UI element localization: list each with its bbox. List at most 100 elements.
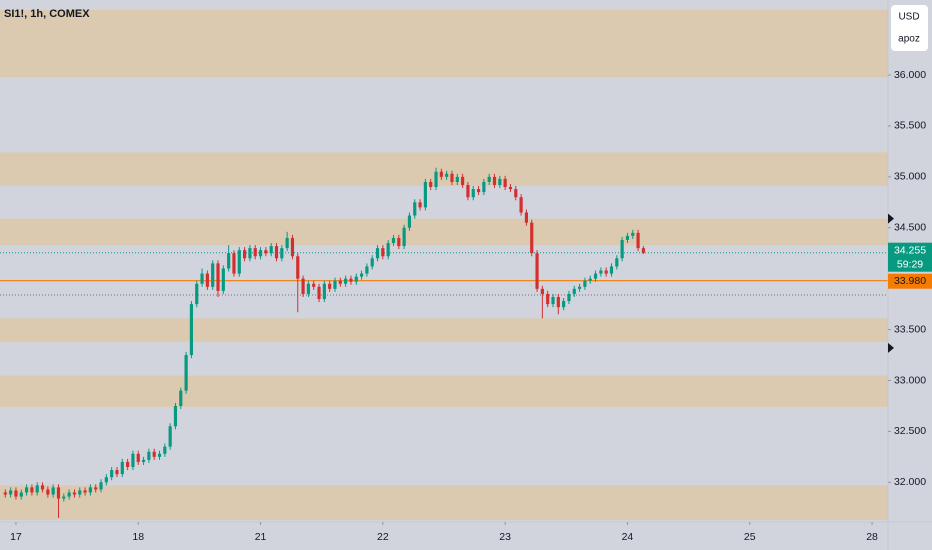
price-marker <box>888 213 894 224</box>
candle-body <box>519 197 523 213</box>
candle-body <box>152 451 156 457</box>
candle-body <box>359 273 364 277</box>
candle-body <box>189 304 194 356</box>
candle-body <box>30 487 34 493</box>
x-tick-label: 22 <box>377 531 389 543</box>
candle-body <box>126 461 130 468</box>
y-tick-label: 34.500 <box>894 222 926 234</box>
currency-box[interactable] <box>891 5 928 51</box>
candle-body <box>333 280 337 289</box>
x-tick-label: 28 <box>866 531 878 543</box>
candle-body <box>200 273 204 284</box>
candle-body <box>243 250 247 259</box>
candle-body <box>540 288 544 294</box>
candle-body <box>290 237 295 257</box>
candle-body <box>418 202 422 208</box>
candle-body <box>179 390 183 406</box>
candle-body <box>338 280 342 284</box>
candle-body <box>99 482 103 490</box>
candle-body <box>40 485 45 490</box>
candle-body <box>429 181 433 188</box>
candle-body <box>365 266 369 274</box>
candle-body <box>588 278 592 281</box>
y-tick-label: 35.500 <box>894 120 926 132</box>
candle-body <box>381 248 385 257</box>
candle-body <box>3 492 7 495</box>
candle-body <box>195 283 199 305</box>
candle-body <box>530 222 534 254</box>
candle-body <box>450 173 454 182</box>
candle-body <box>562 301 566 308</box>
candle-body <box>328 283 332 289</box>
candle-body <box>227 253 231 269</box>
candle-body <box>104 477 108 483</box>
candle-body <box>487 176 491 182</box>
candle-body <box>168 426 172 447</box>
candle-body <box>147 451 151 460</box>
candle-body <box>583 280 587 287</box>
candle-body <box>407 215 412 228</box>
candle-body <box>211 263 215 287</box>
candle-body <box>56 487 61 499</box>
candle-body <box>625 235 630 240</box>
candle-body <box>115 470 119 475</box>
y-tick-label: 33.500 <box>894 323 926 335</box>
candle-body <box>24 487 29 493</box>
candle-body <box>232 253 236 274</box>
candle-body <box>476 189 481 193</box>
price-zone <box>0 375 888 407</box>
candle-body <box>572 288 576 294</box>
currency[interactable]: USD <box>898 12 919 23</box>
candle-body <box>641 248 645 253</box>
alert-label: 33.980 <box>894 275 926 287</box>
price-zone <box>0 152 888 187</box>
candle-body <box>163 446 167 454</box>
candle-body <box>636 232 640 249</box>
candle-body <box>535 253 539 289</box>
candle-body <box>72 492 77 495</box>
candle-body <box>593 273 598 279</box>
candle-body <box>301 278 305 294</box>
candle-body <box>620 239 624 259</box>
candle-body <box>556 296 560 308</box>
candle-body <box>46 489 50 495</box>
candle-body <box>51 487 55 495</box>
candle-body <box>296 256 300 279</box>
candle-body <box>285 237 289 249</box>
candle-body <box>88 487 92 493</box>
candle-body <box>322 283 326 300</box>
last-price-tag <box>888 242 932 272</box>
candle-body <box>375 248 380 259</box>
candle-body <box>280 248 284 259</box>
candle-body <box>551 296 555 305</box>
candle-body <box>14 490 18 497</box>
candle-body <box>19 492 23 497</box>
candle-body <box>67 492 71 497</box>
chart-title: SI1!, 1h, COMEX <box>4 8 90 20</box>
candle-body <box>413 202 417 216</box>
candle-body <box>498 178 502 185</box>
alert-tag <box>888 273 932 289</box>
candle-body <box>503 178 507 188</box>
candle-body <box>237 250 241 274</box>
last-price-label: 34.255 <box>894 244 926 256</box>
candle-body <box>567 293 571 302</box>
candle-body <box>599 270 603 274</box>
candle-body <box>184 355 188 391</box>
candle-body <box>423 181 427 208</box>
candle-body <box>524 212 529 223</box>
user-label[interactable]: apoz <box>898 34 920 45</box>
candle-body <box>439 171 443 177</box>
candle-body <box>455 176 459 182</box>
candle-body <box>264 250 268 254</box>
candle-body <box>253 248 257 257</box>
candle-body <box>391 237 396 244</box>
price-zone <box>0 218 888 246</box>
candle-body <box>492 176 497 185</box>
candle-body <box>514 189 518 198</box>
candle-body <box>78 490 82 495</box>
candle-body <box>461 176 465 185</box>
candle-body <box>397 237 401 247</box>
